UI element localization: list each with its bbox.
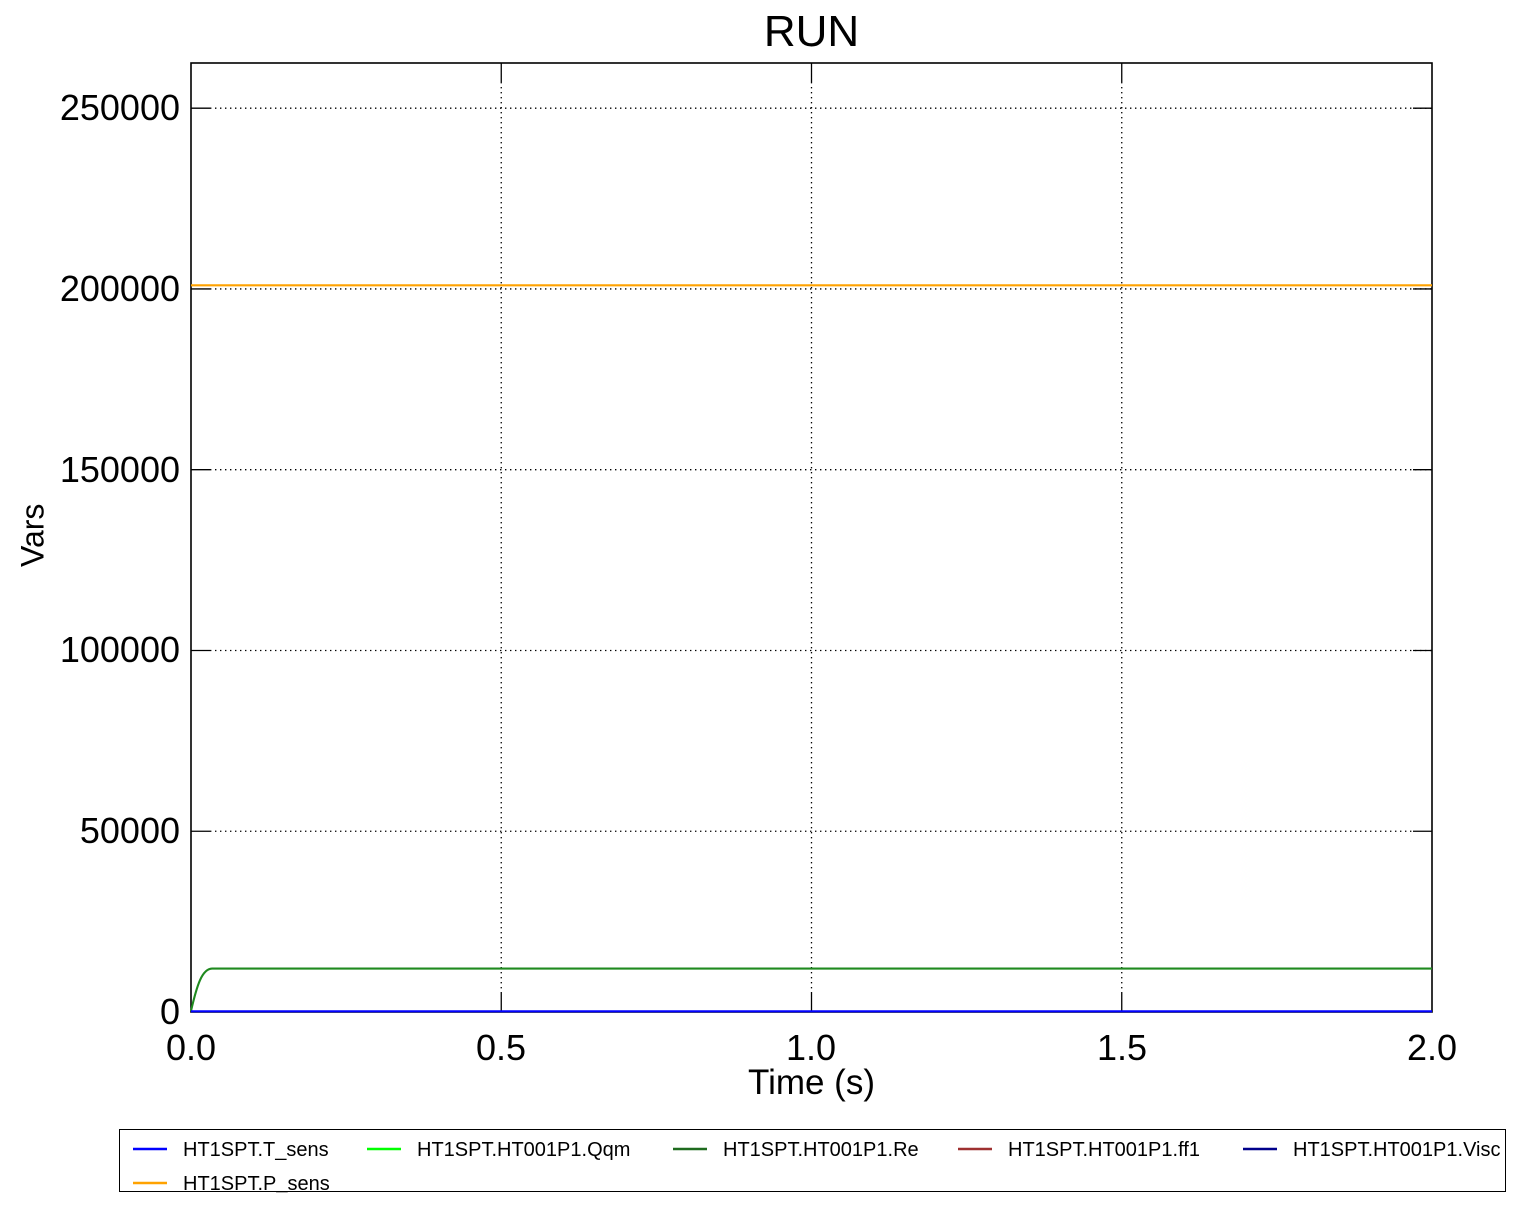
svg-text:HT1SPT.HT001P1.ff1: HT1SPT.HT001P1.ff1 bbox=[1008, 1139, 1200, 1161]
svg-text:HT1SPT.T_sens: HT1SPT.T_sens bbox=[183, 1139, 329, 1161]
svg-text:HT1SPT.HT001P1.Re: HT1SPT.HT001P1.Re bbox=[723, 1139, 919, 1161]
svg-text:HT1SPT.HT001P1.Visc: HT1SPT.HT001P1.Visc bbox=[1293, 1139, 1501, 1161]
svg-text:HT1SPT.HT001P1.Qqm: HT1SPT.HT001P1.Qqm bbox=[417, 1139, 630, 1161]
svg-text:HT1SPT.P_sens: HT1SPT.P_sens bbox=[183, 1173, 330, 1193]
